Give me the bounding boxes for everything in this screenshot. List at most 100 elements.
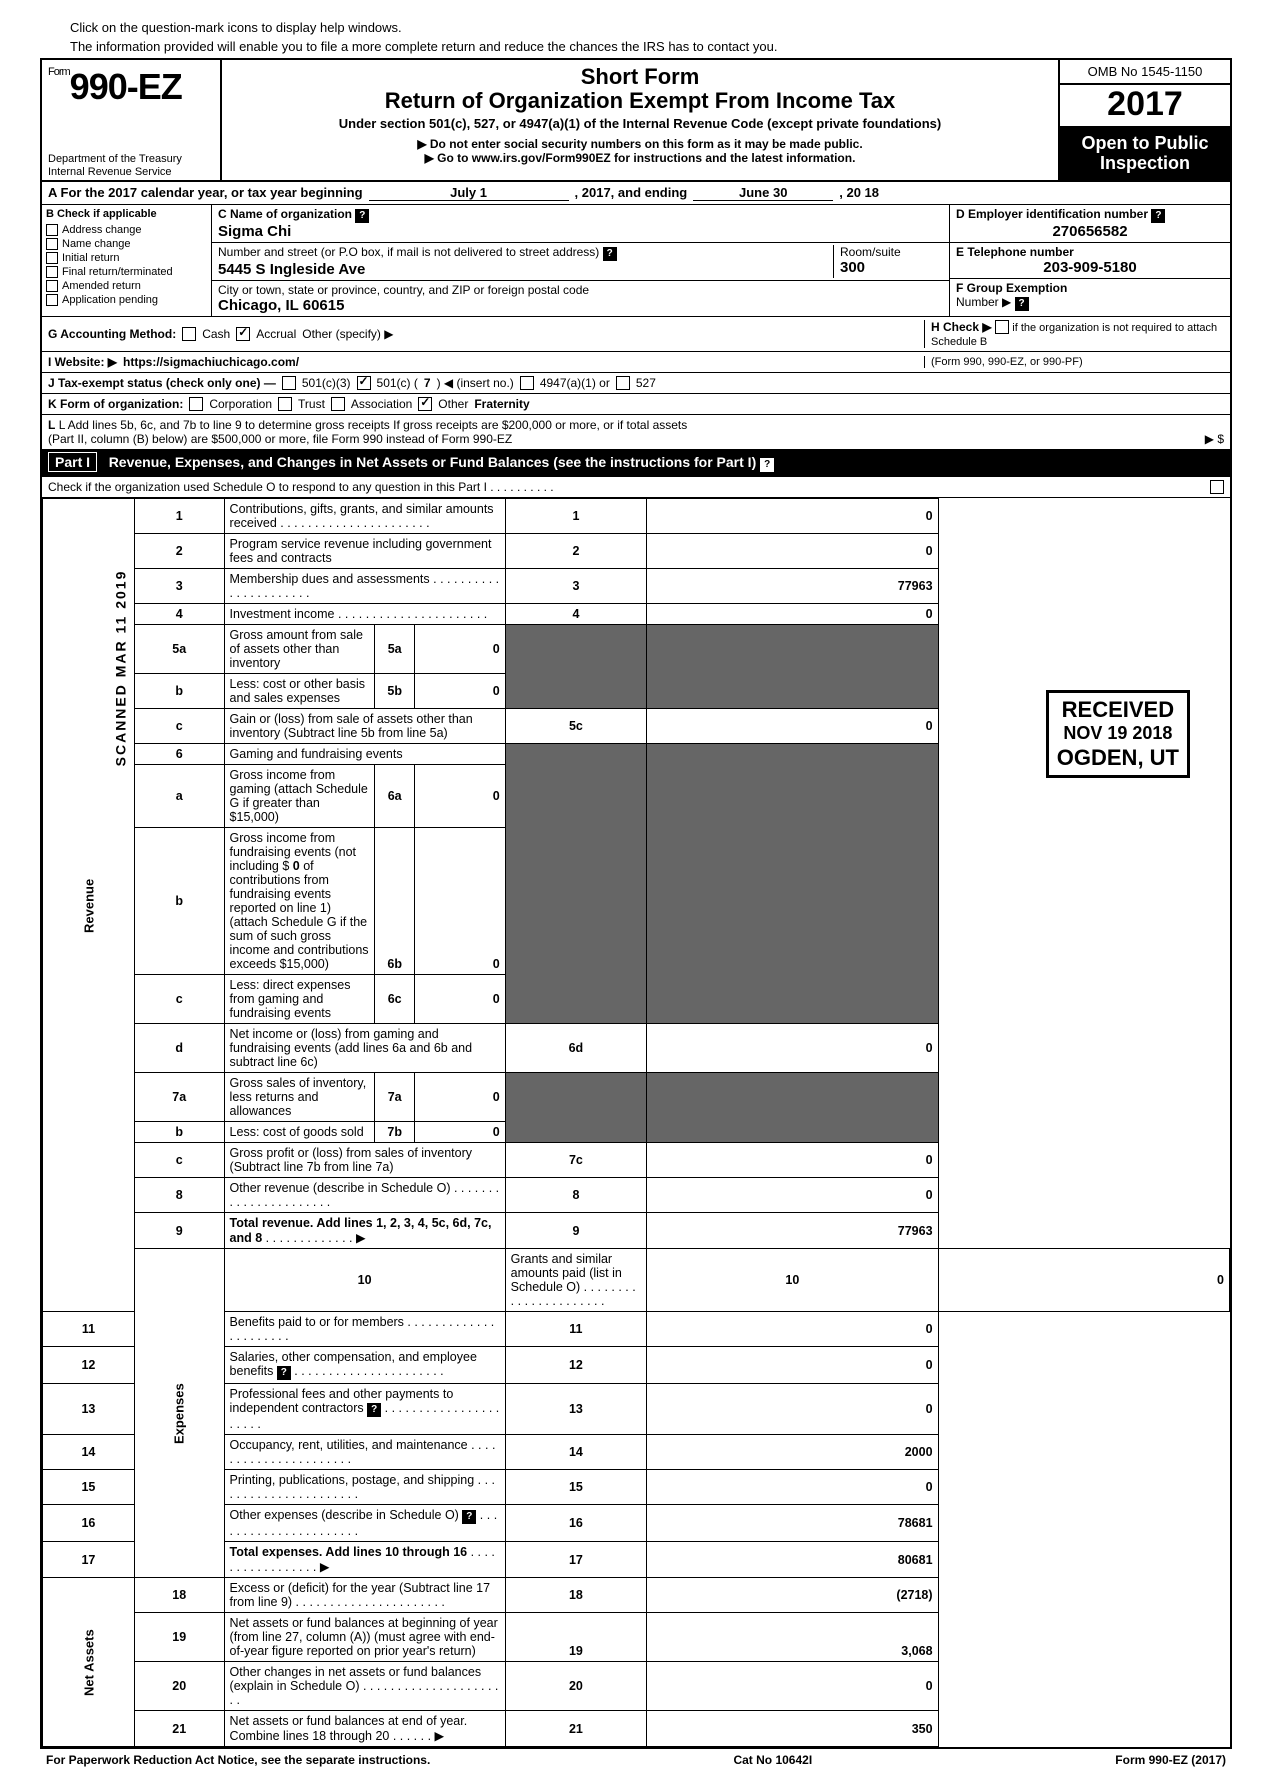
tax-year-begin[interactable]: July 1 bbox=[369, 185, 569, 201]
chk-corporation[interactable] bbox=[189, 397, 203, 411]
chk-501c[interactable] bbox=[357, 376, 371, 390]
line-3-text: Membership dues and assessments bbox=[224, 569, 505, 604]
line-5c-amt[interactable]: 0 bbox=[647, 709, 938, 744]
help-icon[interactable]: ? bbox=[1151, 209, 1165, 223]
line-7a-amt[interactable]: 0 bbox=[415, 1073, 505, 1121]
help-icon[interactable]: ? bbox=[1015, 297, 1029, 311]
line-10-amt[interactable]: 0 bbox=[938, 1249, 1229, 1312]
tax-year: 20201717 bbox=[1060, 85, 1230, 128]
line-18-amt[interactable]: (2718) bbox=[647, 1578, 938, 1613]
chk-501c3[interactable] bbox=[282, 376, 296, 390]
phone-value[interactable]: 203-909-5180 bbox=[956, 259, 1224, 276]
goto-url: ▶ Go to www.irs.gov/Form990EZ for instru… bbox=[230, 151, 1050, 165]
line-1-no: 1 bbox=[505, 499, 646, 534]
website-value[interactable]: https://sigmachiuchicago.com/ bbox=[123, 355, 299, 369]
chk-cash[interactable] bbox=[182, 327, 196, 341]
footer-left: For Paperwork Reduction Act Notice, see … bbox=[46, 1753, 430, 1767]
line-7b-text: Less: cost of goods sold bbox=[225, 1122, 375, 1142]
org-room[interactable]: 300 bbox=[840, 259, 865, 276]
line-6b-amt[interactable]: 0 bbox=[415, 828, 505, 974]
help-line-2: The information provided will enable you… bbox=[70, 39, 1232, 54]
line-20-amt[interactable]: 0 bbox=[647, 1662, 938, 1711]
lbl-other-method: Other (specify) ▶ bbox=[302, 327, 393, 341]
line-1-amt[interactable]: 0 bbox=[647, 499, 938, 534]
line-6d-amt[interactable]: 0 bbox=[647, 1024, 938, 1073]
line-11-amt[interactable]: 0 bbox=[647, 1312, 938, 1347]
h-text-3: (Form 990, 990-EZ, or 990-PF) bbox=[924, 356, 1224, 368]
chk-527[interactable] bbox=[616, 376, 630, 390]
lbl-address-change: Address change bbox=[62, 224, 142, 236]
line-16-no: 16 bbox=[505, 1505, 646, 1542]
chk-address-change[interactable] bbox=[46, 224, 58, 236]
line-6a-no: 6a bbox=[375, 765, 415, 827]
chk-trust[interactable] bbox=[278, 397, 292, 411]
org-city[interactable]: Chicago, IL 60615 bbox=[218, 297, 344, 314]
lbl-initial-return: Initial return bbox=[62, 252, 119, 264]
line-14-amt[interactable]: 2000 bbox=[647, 1435, 938, 1470]
stamp-received: RECEIVED bbox=[1057, 697, 1179, 723]
chk-association[interactable] bbox=[331, 397, 345, 411]
line-13-text: Professional fees and other payments to … bbox=[224, 1384, 505, 1435]
help-icon[interactable]: ? bbox=[367, 1403, 381, 1417]
line-15-amt[interactable]: 0 bbox=[647, 1470, 938, 1505]
line-19-amt[interactable]: 3,068 bbox=[647, 1613, 938, 1662]
chk-schedule-b[interactable] bbox=[995, 320, 1009, 334]
line-17-amt[interactable]: 80681 bbox=[647, 1542, 938, 1578]
line-7a-no: 7a bbox=[375, 1073, 415, 1121]
line-5b-amt[interactable]: 0 bbox=[415, 674, 505, 708]
dept-line-1: Department of the Treasury bbox=[48, 153, 214, 165]
title-sub: Under section 501(c), 527, or 4947(a)(1)… bbox=[230, 116, 1050, 131]
title-short-form: Short Form bbox=[230, 64, 1050, 90]
501c-insert-no[interactable]: 7 bbox=[424, 376, 431, 390]
help-icon[interactable]: ? bbox=[760, 458, 774, 472]
line-3-no: 3 bbox=[505, 569, 646, 604]
chk-final-return[interactable] bbox=[46, 266, 58, 278]
line-20-no: 20 bbox=[505, 1662, 646, 1711]
line-6a-amt[interactable]: 0 bbox=[415, 765, 505, 827]
line-7b-amt[interactable]: 0 bbox=[415, 1122, 505, 1142]
org-name[interactable]: Sigma Chi bbox=[218, 223, 291, 240]
line-11-text: Benefits paid to or for members bbox=[224, 1312, 505, 1347]
line-16-amt[interactable]: 78681 bbox=[647, 1505, 938, 1542]
help-icon[interactable]: ? bbox=[355, 209, 369, 223]
line-10-no: 10 bbox=[647, 1249, 938, 1312]
line-21-amt[interactable]: 350 bbox=[647, 1711, 938, 1747]
lbl-other-org: Other bbox=[438, 397, 468, 411]
tax-year-end[interactable]: June 30 bbox=[693, 185, 833, 201]
l-arrow: ▶ $ bbox=[1205, 432, 1224, 446]
line-9-amt[interactable]: 77963 bbox=[647, 1213, 938, 1249]
line-10-text: Grants and similar amounts paid (list in… bbox=[505, 1249, 646, 1312]
chk-accrual[interactable] bbox=[236, 327, 250, 341]
chk-amended[interactable] bbox=[46, 280, 58, 292]
help-icon[interactable]: ? bbox=[603, 247, 617, 261]
other-org-value[interactable]: Fraternity bbox=[474, 397, 529, 411]
line-16-text: Other expenses (describe in Schedule O) … bbox=[224, 1505, 505, 1542]
chk-other-org[interactable] bbox=[418, 397, 432, 411]
line-6b-contrib[interactable]: 0 bbox=[293, 859, 300, 873]
line-6c-amt[interactable]: 0 bbox=[415, 975, 505, 1023]
line-5a-amt[interactable]: 0 bbox=[415, 625, 505, 673]
line-3-amt[interactable]: 77963 bbox=[647, 569, 938, 604]
chk-initial-return[interactable] bbox=[46, 252, 58, 264]
help-icon[interactable]: ? bbox=[462, 1510, 476, 1524]
line-7c-amt[interactable]: 0 bbox=[647, 1143, 938, 1178]
line-5b-text: Less: cost or other basis and sales expe… bbox=[225, 674, 375, 708]
line-8-amt[interactable]: 0 bbox=[647, 1178, 938, 1213]
g-label: G Accounting Method: bbox=[48, 327, 176, 341]
line-12-amt[interactable]: 0 bbox=[647, 1347, 938, 1384]
line-13-amt[interactable]: 0 bbox=[647, 1384, 938, 1435]
org-street[interactable]: 5445 S Ingleside Ave bbox=[218, 261, 365, 278]
chk-schedule-o[interactable] bbox=[1210, 480, 1224, 494]
line-6b-text: Gross income from fundraising events (no… bbox=[225, 828, 375, 974]
line-18-no: 18 bbox=[505, 1578, 646, 1613]
chk-app-pending[interactable] bbox=[46, 294, 58, 306]
help-icon[interactable]: ? bbox=[277, 1366, 291, 1380]
ein-value[interactable]: 270656582 bbox=[956, 223, 1224, 240]
chk-4947[interactable] bbox=[520, 376, 534, 390]
line-4-amt[interactable]: 0 bbox=[647, 604, 938, 625]
line-2-amt[interactable]: 0 bbox=[647, 534, 938, 569]
line-19-no: 19 bbox=[505, 1613, 646, 1662]
f-group-number-label: Number ▶ bbox=[956, 295, 1011, 309]
e-phone-label: E Telephone number bbox=[956, 245, 1074, 259]
chk-name-change[interactable] bbox=[46, 238, 58, 250]
